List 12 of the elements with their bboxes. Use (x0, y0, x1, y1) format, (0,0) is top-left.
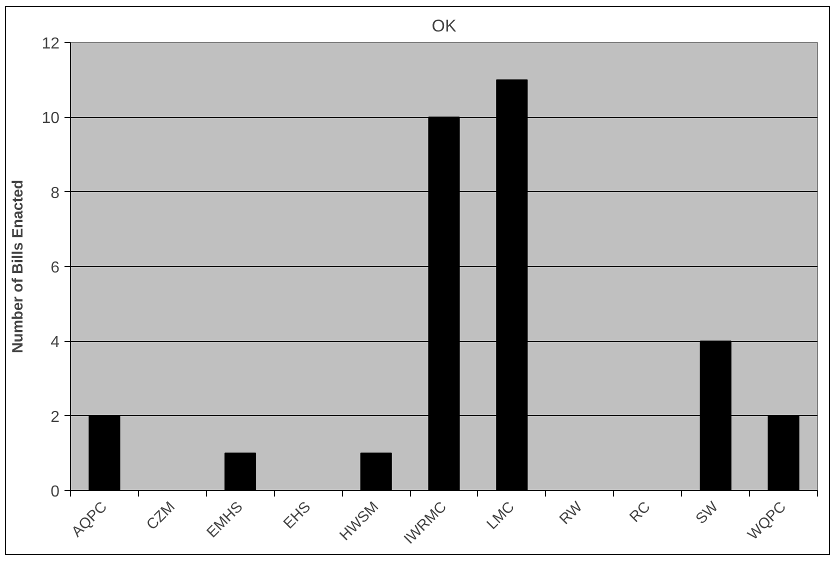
x-tick-label: SW (692, 498, 722, 528)
chart-title: OK (432, 16, 457, 36)
x-tick-label: RC (626, 498, 654, 526)
y-axis-title: Number of Bills Enacted (10, 180, 27, 354)
y-tick-label: 12 (42, 36, 60, 52)
y-tick-label: 8 (50, 184, 60, 202)
x-tick-label: RW (556, 498, 586, 528)
y-tick-label: 6 (50, 260, 60, 276)
y-tick-label: 2 (50, 408, 60, 426)
y-tick-label: 4 (50, 334, 60, 352)
y-tick-label: 0 (50, 484, 60, 500)
y-tick-label: 10 (42, 110, 60, 128)
